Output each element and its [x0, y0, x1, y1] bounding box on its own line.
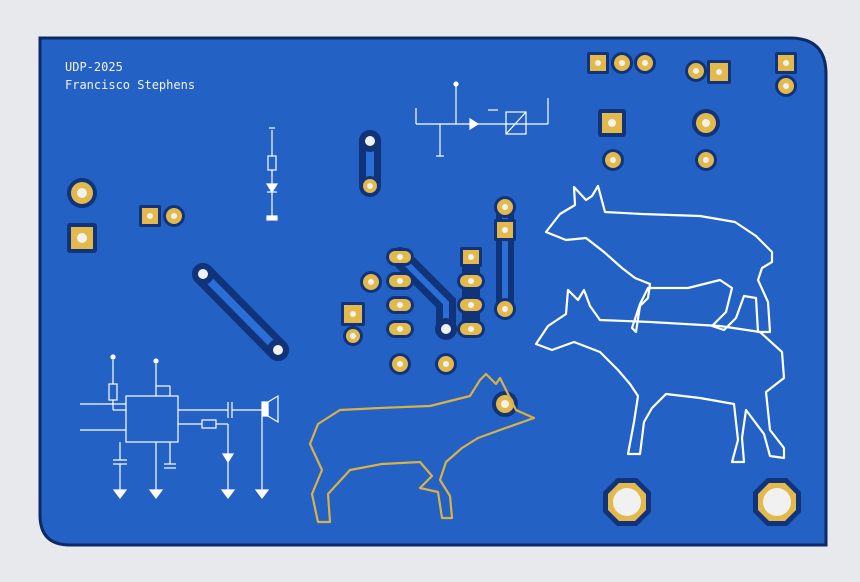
- oval-pad: [457, 320, 485, 338]
- square-pad: [460, 247, 482, 267]
- round-pad: [634, 52, 656, 74]
- oval-pad: [386, 272, 414, 290]
- schematic-timer-circuit: [80, 354, 279, 499]
- square-pad: [587, 52, 609, 74]
- oval-pad: [457, 272, 485, 290]
- deer-outline-gold: [308, 372, 536, 524]
- round-pad: [435, 353, 457, 375]
- ic-dip8-pads: [386, 248, 485, 338]
- round-pad: [360, 176, 380, 196]
- round-pad: [775, 75, 797, 97]
- round-pad: [692, 109, 720, 137]
- deer-artwork-white: [534, 184, 786, 464]
- oval-pad: [386, 248, 414, 266]
- schematic-led-resistor: [265, 127, 279, 221]
- square-pad: [707, 60, 731, 84]
- oval-pad: [386, 296, 414, 314]
- square-pad: [341, 302, 365, 326]
- round-pad: [494, 196, 516, 218]
- round-pad: [695, 149, 717, 171]
- round-pad: [602, 149, 624, 171]
- vias: [192, 130, 457, 361]
- deer-outline-upper: [544, 184, 774, 334]
- square-pad: [139, 205, 161, 227]
- oval-pad: [386, 320, 414, 338]
- mounting-hole: [603, 478, 651, 526]
- round-pad: [611, 52, 633, 74]
- round-pad: [360, 271, 382, 293]
- pads: [67, 52, 801, 526]
- oval-pad: [457, 296, 485, 314]
- round-pad: [163, 205, 185, 227]
- mounting-hole: [753, 478, 801, 526]
- square-pad: [598, 109, 626, 137]
- square-pad: [494, 219, 516, 241]
- round-pad: [67, 178, 97, 208]
- deer-artwork-gold: [308, 372, 536, 524]
- deer-outline-lower: [534, 288, 786, 464]
- project-code-label: UDP-2025: [65, 60, 123, 74]
- round-pad: [343, 326, 363, 346]
- author-label: Francisco Stephens: [65, 78, 195, 92]
- round-pad: [685, 60, 707, 82]
- square-pad: [775, 52, 797, 74]
- round-pad: [492, 391, 518, 417]
- round-pad: [389, 353, 411, 375]
- square-pad: [67, 223, 97, 253]
- round-pad: [494, 298, 516, 320]
- schematic-relay-block: [415, 81, 549, 157]
